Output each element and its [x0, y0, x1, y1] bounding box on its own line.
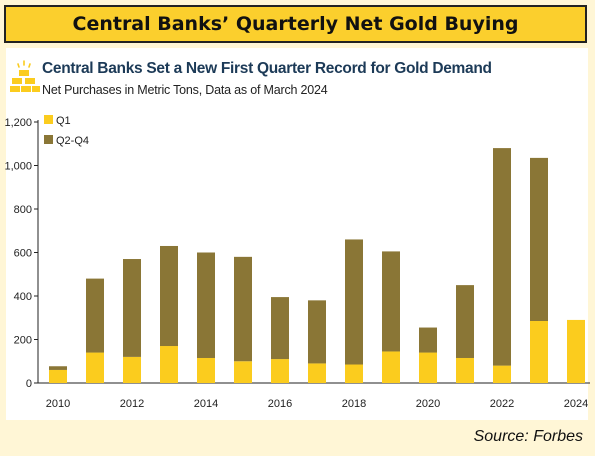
legend-swatch-q2-q4	[44, 135, 53, 144]
bar-q2-q4-2015	[234, 256, 252, 362]
bar-q1-2010	[49, 369, 67, 383]
bar-q1-2012	[123, 356, 141, 383]
y-tick-label: 1,200	[4, 117, 32, 129]
bar-q1-2017	[308, 363, 326, 383]
page-title: Central Banks’ Quarterly Net Gold Buying	[4, 5, 587, 43]
legend-label: Q1	[56, 115, 71, 127]
source-note: Source: Forbes	[473, 428, 583, 445]
bar-q1-2013	[160, 346, 178, 383]
y-tick-label: 0	[26, 378, 32, 390]
chart-subtitle: Net Purchases in Metric Tons, Data as of…	[42, 83, 328, 97]
bar-q1-2015	[234, 361, 252, 383]
bar-q2-q4-2020	[419, 327, 437, 353]
x-tick-label: 2022	[490, 398, 514, 410]
bar-q2-q4-2014	[197, 252, 215, 358]
x-tick-label: 2012	[120, 398, 144, 410]
x-tick-label: 2010	[46, 398, 70, 410]
bar-q1-2014	[197, 357, 215, 383]
x-tick-label: 2014	[194, 398, 218, 410]
bar-q2-q4-2021	[456, 285, 474, 358]
x-tick-label: 2024	[564, 398, 588, 410]
y-tick-label: 200	[14, 335, 32, 347]
bar-q1-2024	[567, 319, 585, 383]
bar-q1-2011	[86, 352, 104, 383]
chart-title: Central Banks Set a New First Quarter Re…	[42, 60, 492, 77]
bar-q1-2016	[271, 359, 289, 383]
bar-q1-2021	[456, 357, 474, 383]
y-tick-label: 800	[14, 204, 32, 216]
x-tick-label: 2020	[416, 398, 440, 410]
legend-swatch-q1	[44, 115, 53, 124]
bar-q2-q4-2018	[345, 239, 363, 365]
y-tick-label: 1,000	[4, 161, 32, 173]
legend-label: Q2-Q4	[56, 135, 89, 147]
gold-bars-icon	[10, 60, 40, 92]
bar-q2-q4-2013	[160, 245, 178, 347]
bar-q2-q4-2010	[49, 366, 67, 370]
bar-q2-q4-2011	[86, 278, 104, 353]
y-tick-label: 600	[14, 248, 32, 260]
y-tick-label: 400	[14, 291, 32, 303]
bar-q2-q4-2019	[382, 251, 400, 352]
x-tick-label: 2018	[342, 398, 366, 410]
bar-q1-2022	[493, 365, 511, 383]
bar-q2-q4-2023	[530, 157, 548, 322]
bar-q1-2020	[419, 352, 437, 383]
bar-q1-2019	[382, 351, 400, 383]
bar-q2-q4-2012	[123, 259, 141, 357]
bar-q2-q4-2016	[271, 297, 289, 360]
bar-q2-q4-2017	[308, 300, 326, 364]
bar-q2-q4-2022	[493, 148, 511, 366]
x-tick-label: 2016	[268, 398, 292, 410]
bar-q1-2023	[530, 321, 548, 383]
bar-q1-2018	[345, 364, 363, 383]
